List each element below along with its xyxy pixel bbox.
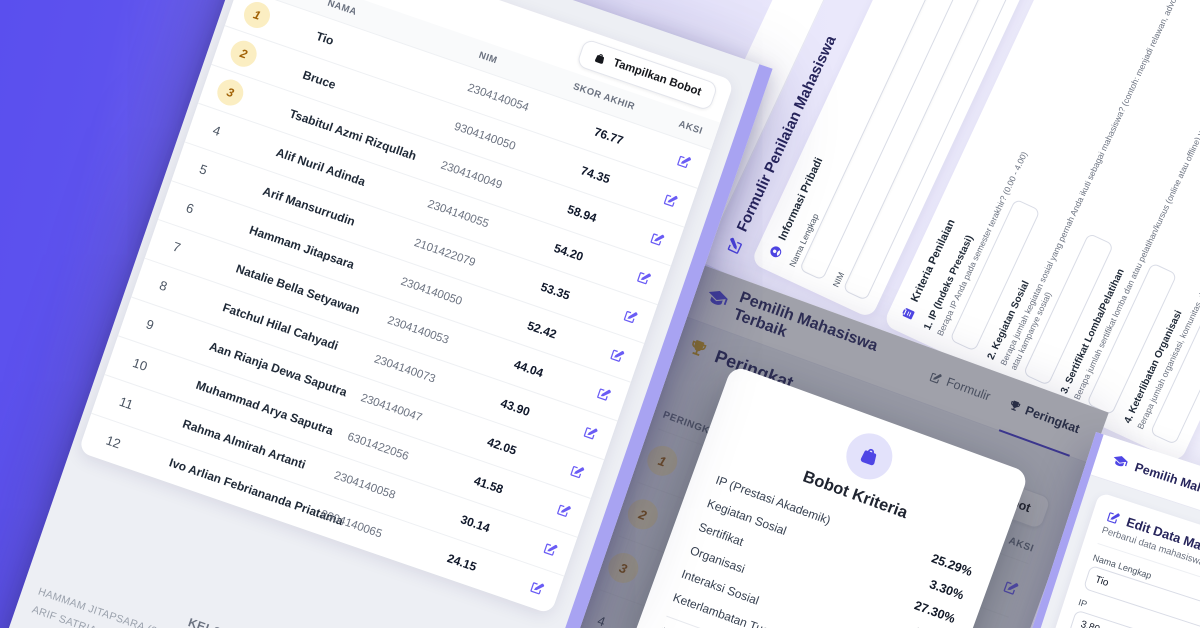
score-cell: 24.15 bbox=[445, 551, 479, 575]
rank-number: 12 bbox=[104, 432, 123, 452]
pencil-square-icon bbox=[1106, 510, 1121, 524]
edit-icon[interactable] bbox=[634, 269, 653, 288]
user-circle-icon bbox=[768, 244, 784, 260]
edit-icon[interactable] bbox=[594, 385, 613, 404]
action-cell bbox=[473, 559, 547, 599]
group-member: HAMMAM JITAPSARA (23041400 bbox=[36, 585, 200, 628]
clipboard-icon bbox=[901, 307, 915, 320]
edit-icon[interactable] bbox=[554, 501, 573, 520]
pencil-square-icon bbox=[725, 237, 744, 255]
edit-icon[interactable] bbox=[581, 424, 600, 443]
rank-number: 10 bbox=[130, 355, 150, 374]
edit-icon[interactable] bbox=[621, 307, 640, 326]
rank-number: 4 bbox=[210, 122, 223, 139]
edit-icon[interactable] bbox=[528, 579, 547, 598]
group-label: KELOMPOK bbox=[186, 615, 542, 628]
graduation-cap-icon bbox=[1111, 453, 1129, 469]
edit-icon[interactable] bbox=[648, 230, 667, 249]
modal-icon-circle bbox=[839, 426, 899, 486]
rank-number: 11 bbox=[117, 393, 136, 413]
edit-icon[interactable] bbox=[674, 152, 693, 171]
rank-number: 7 bbox=[170, 238, 183, 256]
rank-number: 6 bbox=[184, 199, 196, 217]
rank-number: 8 bbox=[157, 277, 170, 295]
weight-icon bbox=[860, 446, 879, 467]
rank-number: 5 bbox=[197, 161, 210, 178]
edit-icon[interactable] bbox=[541, 540, 560, 559]
edit-icon[interactable] bbox=[608, 346, 627, 365]
rank-badge: 3 bbox=[213, 76, 247, 110]
edit-icon[interactable] bbox=[661, 191, 680, 210]
edit-icon[interactable] bbox=[568, 462, 587, 481]
weight-icon bbox=[594, 52, 606, 64]
rank-number: 9 bbox=[144, 316, 156, 333]
rank-badge: 1 bbox=[240, 0, 274, 32]
rank-badge: 2 bbox=[227, 37, 261, 71]
